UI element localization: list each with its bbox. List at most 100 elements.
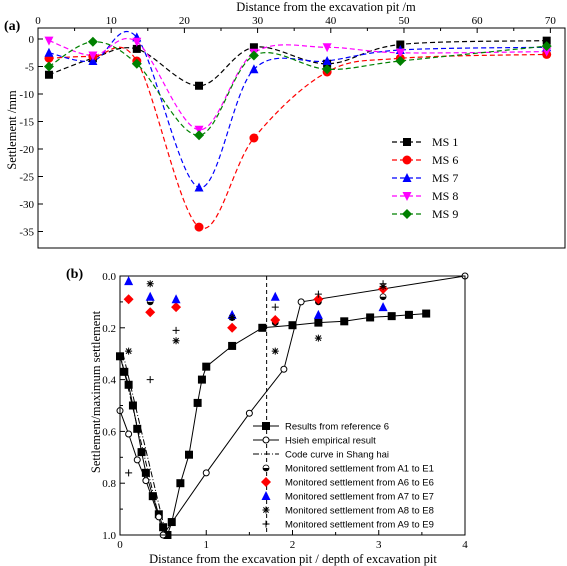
a-legend-label-ms-6: MS 6 xyxy=(432,153,458,167)
b-point-monitored-settlement-from-a9-to-e9 xyxy=(172,326,180,334)
b-point-results-from-reference-6 xyxy=(141,468,150,477)
a-point-ms-9 xyxy=(43,61,54,72)
a-x-tick-label: 0 xyxy=(35,15,41,27)
panel-a-curves xyxy=(48,30,547,230)
a-legend-marker-ms-7 xyxy=(402,173,412,182)
b-point-results-from-reference-6 xyxy=(159,523,168,532)
a-x-tick-label: 70 xyxy=(545,15,557,27)
b-point-monitored-settlement-from-a8-to-e8 xyxy=(125,347,133,355)
a-x-tick-label: 50 xyxy=(398,15,410,27)
b-point-monitored-settlement-from-a6-to-e6 xyxy=(123,294,134,305)
panel-b-ticks: 0 1 2 3 4 0.0 0.2 0.4 0.6 0.8 1.0 xyxy=(102,271,468,551)
b-point-results-from-reference-6 xyxy=(422,309,431,318)
a-point-ms-7 xyxy=(322,56,332,65)
b-point-monitored-settlement-from-a9-to-e9 xyxy=(271,303,279,311)
b-legend-label-monitored-settlement-from-a8-to-e8: Monitored settlement from A8 to E8 xyxy=(285,506,434,517)
a-point-ms-9 xyxy=(194,130,205,141)
a-x-tick-label: 60 xyxy=(472,15,484,27)
b-point-hsieh-empirical-result xyxy=(125,430,133,438)
a-point-ms-8 xyxy=(44,36,54,46)
b-point-monitored-settlement-from-a7-to-e7 xyxy=(124,276,134,286)
b-point-monitored-settlement-from-a1-to-e1-fill xyxy=(147,301,154,305)
a-curve-ms-9 xyxy=(48,41,547,136)
panel-a-markers xyxy=(43,32,552,232)
a-point-ms-8 xyxy=(542,47,552,57)
a-point-ms-8 xyxy=(88,51,98,61)
b-point-results-from-reference-6 xyxy=(185,450,193,459)
a-legend-marker-ms-6 xyxy=(402,155,412,165)
b-legend-marker-monitored-settlement-from-a7-to-e7 xyxy=(261,491,271,500)
b-point-monitored-settlement-from-a7-to-e7 xyxy=(171,294,181,304)
a-point-ms-9 xyxy=(248,50,259,61)
a-point-ms-6 xyxy=(249,133,259,143)
panel-a-x-axis-title: Distance from the excavation pit /m xyxy=(236,0,416,14)
b-x-tick-label: 3 xyxy=(376,539,382,551)
panel-a-frame xyxy=(37,27,566,249)
a-point-ms-8 xyxy=(395,48,405,58)
b-legend-marker-hsieh-empirical-result xyxy=(262,436,270,444)
b-point-hsieh-empirical-result xyxy=(202,469,210,477)
a-x-tick-label: 10 xyxy=(106,15,118,27)
b-point-results-from-reference-6 xyxy=(193,398,202,407)
a-y-tick-label: -15 xyxy=(19,117,34,129)
b-point-results-from-reference-6 xyxy=(228,341,237,350)
a-point-ms-9 xyxy=(131,58,142,69)
a-point-ms-7 xyxy=(249,64,259,74)
a-point-ms-1 xyxy=(132,44,141,53)
b-y-tick-label: 0.4 xyxy=(102,375,116,387)
a-curve-ms-6 xyxy=(48,46,547,230)
b-x-tick-label: 2 xyxy=(290,539,296,551)
a-point-ms-7 xyxy=(194,182,204,192)
b-point-hsieh-empirical-result xyxy=(155,513,163,521)
b-point-monitored-settlement-from-a9-to-e9 xyxy=(146,376,154,384)
panel-b-x-axis-title: Distance from the excavation pit / depth… xyxy=(149,552,437,566)
b-legend-label-monitored-settlement-from-a6-to-e6: Monitored settlement from A6 to E6 xyxy=(285,478,434,489)
b-point-monitored-settlement-from-a8-to-e8 xyxy=(271,347,279,355)
b-point-monitored-settlement-from-a1-to-e1-fill xyxy=(380,296,387,300)
a-point-ms-8 xyxy=(322,43,332,53)
panel-b-chart: (b) Distance from the excavation pit / d… xyxy=(66,267,469,566)
a-y-tick-label: -5 xyxy=(25,62,35,74)
b-point-hsieh-empirical-result xyxy=(142,477,150,485)
b-y-tick-label: 0.2 xyxy=(102,323,116,335)
b-point-hsieh-empirical-result xyxy=(245,409,253,417)
b-point-results-from-reference-6 xyxy=(366,313,375,322)
panel-a-label: (a) xyxy=(4,19,21,34)
a-point-ms-9 xyxy=(541,41,552,52)
b-x-tick-label: 4 xyxy=(462,539,468,551)
b-point-monitored-settlement-from-a9-to-e9 xyxy=(379,280,387,288)
b-x-tick-label: 0 xyxy=(117,539,123,551)
b-point-monitored-settlement-from-a6-to-e6 xyxy=(145,307,156,318)
a-point-ms-9 xyxy=(395,56,406,66)
a-x-tick-label: 40 xyxy=(325,15,337,27)
b-y-tick-label: 0.8 xyxy=(102,478,116,490)
b-point-results-from-reference-6 xyxy=(167,518,176,527)
a-curve-ms-8 xyxy=(48,37,547,131)
b-legend-label-results-from-reference-6: Results from reference 6 xyxy=(285,422,389,433)
b-point-results-from-reference-6 xyxy=(404,310,413,319)
b-legend-marker-monitored-settlement-from-a9-to-e9 xyxy=(262,520,270,528)
a-curve-ms-7 xyxy=(48,30,547,189)
b-point-monitored-settlement-from-a8-to-e8 xyxy=(172,337,180,345)
a-curve-ms-1 xyxy=(48,40,547,87)
b-point-hsieh-empirical-result xyxy=(280,365,288,373)
b-point-results-from-reference-6 xyxy=(258,323,267,332)
b-legend-marker-monitored-settlement-from-a1-to-e1-fill xyxy=(263,468,269,471)
b-legend-label-monitored-settlement-from-a9-to-e9: Monitored settlement from A9 to E9 xyxy=(285,520,434,531)
b-point-results-from-reference-6 xyxy=(197,375,206,384)
b-point-results-from-reference-6 xyxy=(124,380,133,389)
b-point-results-from-reference-6 xyxy=(340,317,349,326)
b-point-monitored-settlement-from-a6-to-e6 xyxy=(171,302,182,313)
a-legend-marker-ms-8 xyxy=(402,192,412,201)
b-point-results-from-reference-6 xyxy=(120,367,129,376)
b-point-hsieh-empirical-result xyxy=(133,456,141,464)
a-y-tick-label: -30 xyxy=(19,199,34,211)
b-legend-label-code-curve-in-shang-hai: Code curve in Shang hai xyxy=(285,450,389,461)
panel-b-y-axis-title: Settlement/maximum settlement xyxy=(89,310,103,473)
a-point-ms-1 xyxy=(44,70,53,79)
panel-b-legend: Results from reference 6 Hsieh empirical … xyxy=(253,422,434,531)
a-point-ms-1 xyxy=(195,81,204,90)
panel-b-label: (b) xyxy=(66,267,83,282)
b-point-results-from-reference-6 xyxy=(202,362,211,371)
b-point-monitored-settlement-from-a7-to-e7 xyxy=(313,309,323,319)
